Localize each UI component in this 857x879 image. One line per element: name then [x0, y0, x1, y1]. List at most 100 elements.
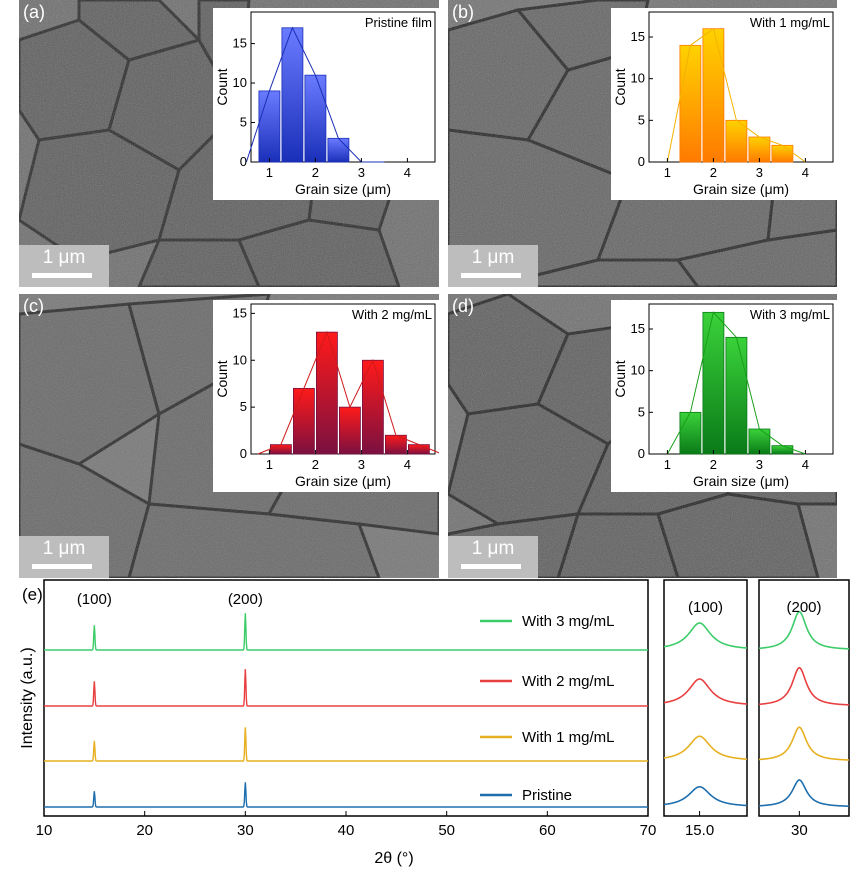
y-tick-label: 10	[631, 71, 645, 86]
y-tick-label: 10	[233, 352, 247, 367]
y-tick-label: 5	[638, 404, 645, 419]
zoom-series-line	[758, 726, 850, 761]
xrd-series-line	[44, 727, 648, 762]
histogram-inset-c: 1 2 3 4 0 5 10 15 Grain size (μm) Count With 2 mg/…	[213, 300, 439, 492]
legend-label: Pristine	[522, 787, 572, 804]
x-tick-label: 1	[664, 165, 671, 180]
x-tick-label: 30	[791, 822, 808, 839]
panel-label-a: (a)	[23, 2, 45, 22]
inset-title: With 2 mg/mL	[352, 307, 432, 322]
y-tick-label: 15	[233, 305, 247, 320]
x-tick-label: 10	[36, 822, 53, 839]
zoom-title: (100)	[688, 599, 723, 616]
panel-label-b: (b)	[452, 2, 474, 22]
zoom-series-line	[663, 622, 748, 649]
zoom-series-line	[758, 610, 850, 650]
x-tick-label: 1	[266, 457, 273, 472]
x-tick-label: 2	[710, 165, 717, 180]
peak-label: (100)	[77, 591, 112, 608]
scalebar-b: 1 μm	[448, 245, 538, 287]
histogram-bar	[725, 119, 748, 163]
y-axis-label: Count	[214, 360, 230, 397]
histogram-bar	[407, 444, 430, 455]
histogram-inset-a: 1 2 3 4 0 5 10 15 Grain size (μm) Count Pristine f…	[213, 8, 439, 200]
zoom-series-line	[758, 779, 850, 807]
scalebar-line-d	[461, 564, 521, 569]
scalebar-text-c: 1 μm	[42, 538, 86, 559]
x-axis-label: Grain size (μm)	[693, 181, 789, 197]
x-tick-label: 3	[756, 165, 763, 180]
zoom-title: (200)	[786, 599, 821, 616]
y-axis-label: Count	[612, 360, 628, 397]
distribution-fit-line	[666, 27, 806, 163]
peak-label: (200)	[228, 591, 263, 608]
scalebar-d: 1 μm	[448, 536, 538, 578]
x-tick-label: 30	[237, 822, 254, 839]
y-tick-label: 5	[240, 115, 247, 130]
histogram-bar	[339, 406, 361, 455]
legend-label: With 2 mg/mL	[522, 673, 615, 690]
x-tick-label: 3	[358, 457, 365, 472]
histogram-bar	[270, 444, 292, 455]
histogram-bar	[725, 336, 748, 455]
x-axis-label: Grain size (μm)	[693, 473, 789, 489]
panel-label-c: (c)	[23, 296, 44, 316]
x-tick-label: 1	[266, 165, 273, 180]
legend-label: With 3 mg/mL	[522, 613, 615, 630]
histogram-bar	[304, 74, 327, 163]
histogram-bar	[258, 90, 281, 163]
y-tick-label: 15	[631, 29, 645, 44]
inset-title: Pristine film	[365, 15, 432, 30]
xrd-series-line	[44, 782, 648, 808]
x-tick-label: 60	[539, 822, 556, 839]
scalebar-text-a: 1 μm	[42, 247, 86, 268]
y-tick-label: 15	[233, 36, 247, 51]
x-tick-label: 4	[404, 457, 411, 472]
histogram-bar	[702, 311, 725, 455]
panel-label-e: (e)	[22, 585, 43, 604]
zoom-series-line	[663, 735, 748, 760]
x-axis-label: Grain size (μm)	[295, 181, 391, 197]
x-tick-label: 2	[312, 457, 319, 472]
y-tick-label: 5	[638, 112, 645, 127]
histogram-inset-d: 1 2 3 4 0 5 10 15 Grain size (μm) Count With 3 mg/…	[611, 300, 837, 492]
y-tick-label: 5	[240, 399, 247, 414]
xrd-series-line	[44, 669, 648, 707]
xrd-main-chart: Pristine With 1 mg/mL With 2 mg/mL With 3 m…	[19, 579, 656, 867]
histogram-bar	[679, 411, 702, 455]
x-tick-label: 40	[338, 822, 355, 839]
histogram-bar	[771, 445, 794, 455]
histogram-bar	[679, 44, 702, 163]
y-tick-label: 0	[638, 446, 645, 461]
x-axis-label: Grain size (μm)	[295, 473, 391, 489]
xrd-series-line	[44, 613, 648, 651]
x-axis-label: 2θ (°)	[374, 850, 413, 867]
scalebar-line-c	[32, 564, 92, 569]
distribution-fit-line	[666, 311, 806, 455]
inset-title: With 1 mg/mL	[750, 15, 830, 30]
y-tick-label: 0	[240, 154, 247, 169]
histogram-bar	[702, 28, 725, 163]
y-tick-label: 15	[631, 321, 645, 336]
y-tick-label: 10	[233, 75, 247, 90]
x-tick-label: 4	[802, 457, 809, 472]
scalebar-a: 1 μm	[19, 245, 109, 287]
inset-title: With 3 mg/mL	[750, 307, 830, 322]
x-tick-label: 3	[756, 457, 763, 472]
x-tick-label: 4	[404, 165, 411, 180]
xrd-100-zoom-chart: (100) 15.0	[663, 579, 748, 839]
y-tick-label: 0	[240, 446, 247, 461]
histogram-inset-b: 1 2 3 4 0 5 10 15 Grain size (μm) Count With 1 mg/…	[611, 8, 837, 200]
scalebar-line-b	[461, 273, 521, 278]
x-tick-label: 15.0	[685, 822, 714, 839]
x-tick-label: 20	[136, 822, 153, 839]
distribution-fit-line	[257, 330, 439, 455]
panel-label-d: (d)	[452, 296, 474, 316]
histogram-bar	[327, 137, 350, 163]
xrd-frame	[43, 579, 649, 817]
x-tick-label: 2	[710, 457, 717, 472]
zoom-series-line	[663, 678, 748, 705]
x-tick-label: 1	[664, 457, 671, 472]
x-tick-label: 4	[802, 165, 809, 180]
x-tick-label: 3	[358, 165, 365, 180]
